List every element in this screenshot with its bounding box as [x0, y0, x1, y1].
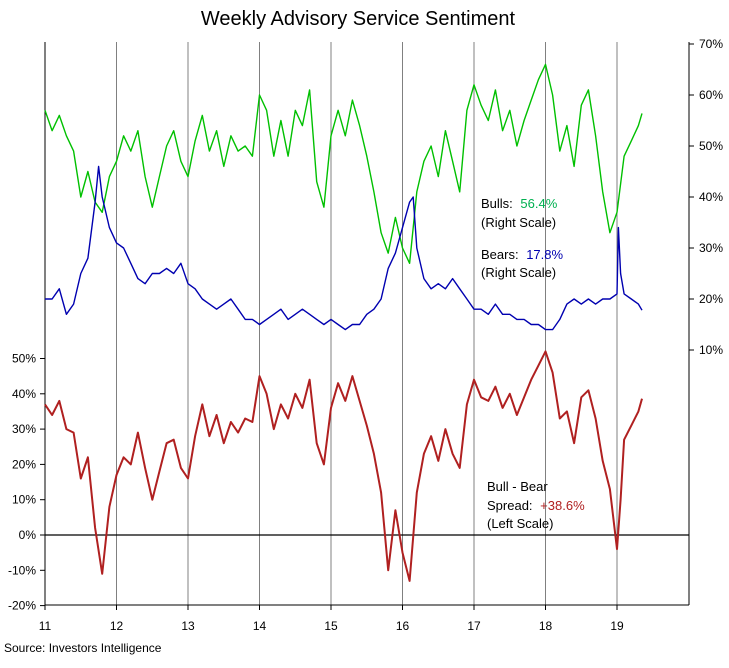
x-tick-label-18: 18	[539, 619, 553, 633]
spread-label: Spread:	[487, 498, 533, 513]
spread-value: +38.6%	[540, 498, 585, 513]
left-tick-label-50: 50%	[12, 352, 36, 366]
right-tick-label-20: 20%	[699, 292, 723, 306]
left-tick-label-30: 30%	[12, 422, 36, 436]
chart-title: Weekly Advisory Service Sentiment	[201, 8, 516, 30]
bears-label: Bears:	[481, 247, 519, 262]
bears-line	[45, 165, 643, 331]
svg-text:Bears: 17.8%: Bears: 17.8%	[481, 247, 564, 262]
x-tick-label-17: 17	[467, 619, 481, 633]
bulls-value: 56.4%	[520, 196, 557, 211]
bulls-label: Bulls:	[481, 196, 513, 211]
bears-scale: (Right Scale)	[481, 265, 556, 280]
right-tick-label-30: 30%	[699, 241, 723, 255]
x-tick-label-12: 12	[110, 619, 124, 633]
spread-scale: (Left Scale)	[487, 516, 553, 531]
svg-text:Bulls: 56.4%: Bulls: 56.4%	[481, 196, 558, 211]
spread-line1: Bull - Bear	[487, 479, 548, 494]
x-tick-label-19: 19	[610, 619, 624, 633]
left-tick-label-10: 10%	[12, 493, 36, 507]
right-tick-label-40: 40%	[699, 190, 723, 204]
left-tick-label-20: 20%	[12, 457, 36, 471]
x-tick-label-11: 11	[39, 619, 52, 633]
right-tick-label-70: 70%	[699, 37, 723, 51]
x-tick-label-13: 13	[181, 619, 195, 633]
x-tick-label-15: 15	[324, 619, 338, 633]
bulls-annotation: Bulls: 56.4% (Right Scale)	[481, 196, 558, 230]
spread-annotation: Bull - Bear Spread: +38.6% (Left Scale)	[487, 479, 585, 531]
spread-line	[44, 350, 643, 582]
bulls-line	[44, 63, 643, 264]
axes	[44, 42, 690, 606]
bears-annotation: Bears: 17.8% (Right Scale)	[481, 247, 564, 280]
left-tick-label--10: -10%	[8, 563, 36, 577]
right-tick-label-60: 60%	[699, 88, 723, 102]
bulls-scale: (Right Scale)	[481, 215, 556, 230]
tick-labels: 11 12 13 14 15 16 17 18 19 10% 20% 30% 40% 50% 60% 70% -…	[8, 37, 723, 633]
right-tick-label-50: 50%	[699, 139, 723, 153]
x-tick-label-16: 16	[396, 619, 410, 633]
left-tick-label-0: 0%	[19, 528, 37, 542]
right-tick-label-10: 10%	[699, 343, 723, 357]
source-note: Source: Investors Intelligence	[4, 641, 162, 655]
series-lines	[44, 63, 643, 582]
left-tick-label-40: 40%	[12, 387, 36, 401]
svg-text:Spread: +38.6%: Spread: +38.6%	[487, 498, 585, 513]
bears-value: 17.8%	[526, 247, 563, 262]
x-tick-label-14: 14	[253, 619, 267, 633]
left-tick-label--20: -20%	[8, 599, 36, 613]
